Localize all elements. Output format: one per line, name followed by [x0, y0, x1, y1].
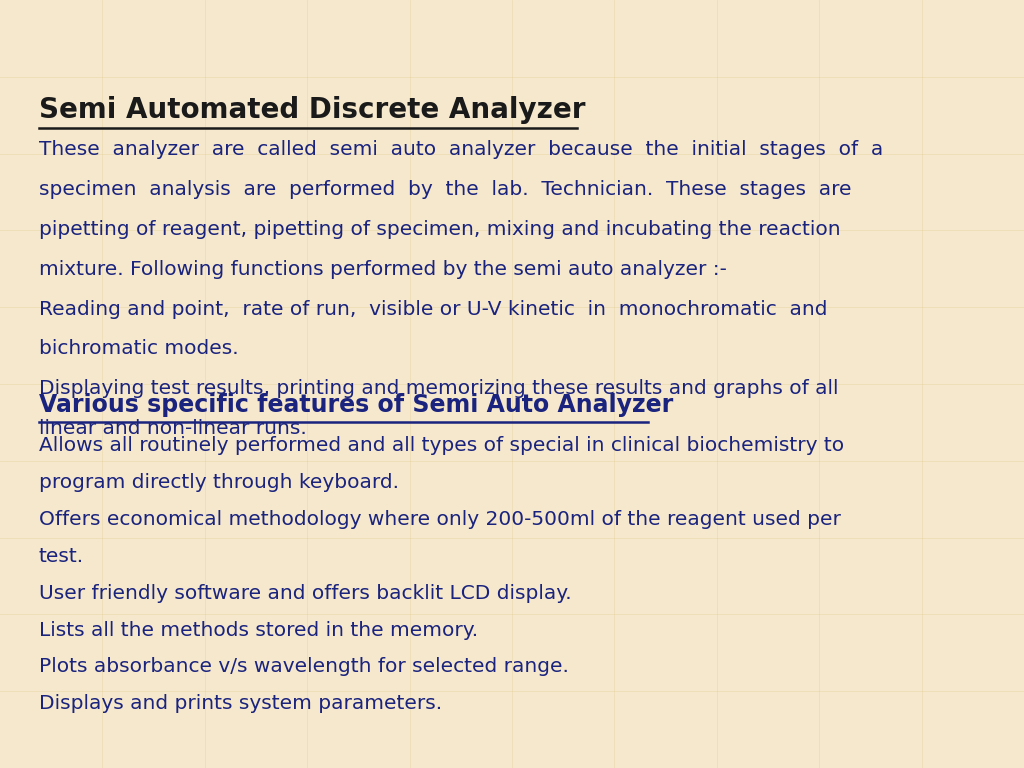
Text: Allows all routinely performed and all types of special in clinical biochemistry: Allows all routinely performed and all t…: [39, 436, 844, 455]
Text: test.: test.: [39, 547, 84, 566]
Text: Displays and prints system parameters.: Displays and prints system parameters.: [39, 694, 442, 713]
Text: Displaying test results, printing and memorizing these results and graphs of all: Displaying test results, printing and me…: [39, 379, 839, 399]
Text: Offers economical methodology where only 200-500ml of the reagent used per: Offers economical methodology where only…: [39, 510, 841, 529]
Text: Various specific features of Semi Auto Analyzer: Various specific features of Semi Auto A…: [39, 393, 673, 417]
Text: program directly through keyboard.: program directly through keyboard.: [39, 473, 399, 492]
Text: Plots absorbance v/s wavelength for selected range.: Plots absorbance v/s wavelength for sele…: [39, 657, 568, 677]
Text: bichromatic modes.: bichromatic modes.: [39, 339, 239, 359]
Text: specimen  analysis  are  performed  by  the  lab.  Technician.  These  stages  a: specimen analysis are performed by the l…: [39, 180, 851, 199]
Text: User friendly software and offers backlit LCD display.: User friendly software and offers backli…: [39, 584, 571, 603]
Text: linear and non-linear runs.: linear and non-linear runs.: [39, 419, 306, 439]
Text: Lists all the methods stored in the memory.: Lists all the methods stored in the memo…: [39, 621, 478, 640]
Text: mixture. Following functions performed by the semi auto analyzer :-: mixture. Following functions performed b…: [39, 260, 727, 279]
Text: Reading and point,  rate of run,  visible or U-V kinetic  in  monochromatic  and: Reading and point, rate of run, visible …: [39, 300, 827, 319]
Text: pipetting of reagent, pipetting of specimen, mixing and incubating the reaction: pipetting of reagent, pipetting of speci…: [39, 220, 841, 239]
Text: These  analyzer  are  called  semi  auto  analyzer  because  the  initial  stage: These analyzer are called semi auto anal…: [39, 140, 883, 159]
Text: Semi Automated Discrete Analyzer: Semi Automated Discrete Analyzer: [39, 96, 586, 124]
